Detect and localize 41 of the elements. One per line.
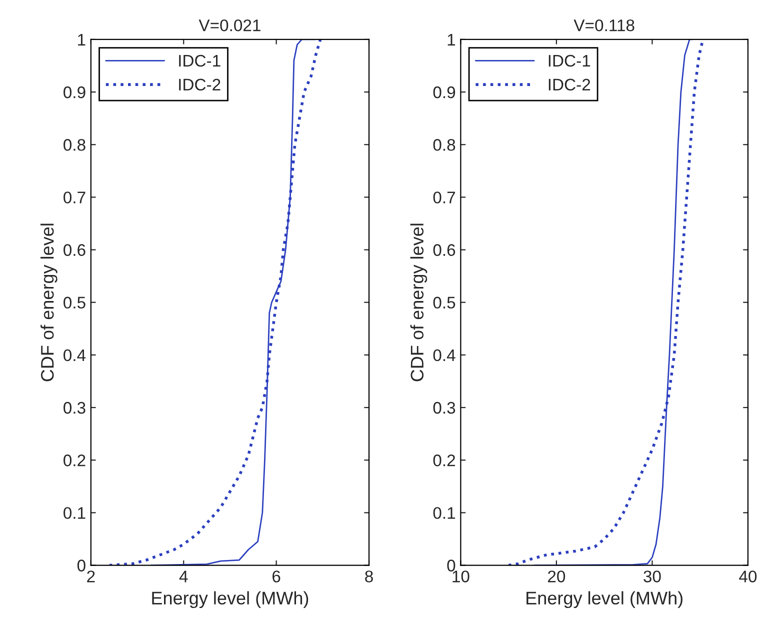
y-tick-label: 0.6 xyxy=(433,244,456,256)
y-tick-label: 0.8 xyxy=(64,139,86,151)
y-tick-label: 0.8 xyxy=(433,139,456,151)
x-tick-label: 10 xyxy=(452,570,470,582)
y-tick-label: 0.3 xyxy=(64,402,86,414)
y-tick-label: 0.9 xyxy=(64,86,86,98)
legend-label: IDC-1 xyxy=(179,54,220,67)
y-tick-label: 0.6 xyxy=(64,244,86,256)
x-tick-label: 8 xyxy=(365,570,373,582)
y-tick-label: 0.4 xyxy=(433,349,456,362)
x-tick-label: 40 xyxy=(739,570,757,582)
y-tick-label: 0.5 xyxy=(433,296,456,309)
x-axis-title: Energy level (MWh) xyxy=(526,591,682,608)
chart-title: V=0.118 xyxy=(574,19,634,32)
y-tick-label: 0.1 xyxy=(433,507,456,519)
y-tick-label: 0 xyxy=(77,560,86,572)
y-tick-label: 0.2 xyxy=(433,454,455,466)
x-tick-label: 2 xyxy=(87,570,95,582)
y-tick-label: 1 xyxy=(448,34,456,46)
legend-label: IDC-1 xyxy=(548,54,590,67)
x-tick-label: 20 xyxy=(548,570,566,582)
x-tick-label: 4 xyxy=(179,570,188,582)
y-tick-label: 0.5 xyxy=(64,296,86,309)
legend-label: IDC-2 xyxy=(548,78,590,91)
y-tick-label: 1 xyxy=(78,34,86,46)
x-axis-title: Energy level (MWh) xyxy=(152,591,308,608)
y-tick-label: 0.4 xyxy=(64,349,86,362)
y-tick-label: 0.7 xyxy=(433,192,455,204)
chart-title: V=0.021 xyxy=(198,19,260,32)
y-tick-label: 0 xyxy=(447,560,456,572)
x-tick-label: 30 xyxy=(644,570,661,582)
y-axis-title: CDF of energy level xyxy=(40,224,58,382)
y-tick-label: 0.2 xyxy=(64,454,86,466)
y-tick-label: 0.3 xyxy=(433,402,456,414)
y-tick-label: 0.1 xyxy=(64,507,86,519)
y-axis-title: CDF of energy level xyxy=(410,224,428,382)
x-tick-label: 6 xyxy=(272,570,280,582)
y-tick-label: 0.7 xyxy=(64,192,86,204)
legend-label: IDC-2 xyxy=(179,78,220,91)
y-tick-label: 0.9 xyxy=(433,86,456,98)
line-series xyxy=(108,39,322,566)
